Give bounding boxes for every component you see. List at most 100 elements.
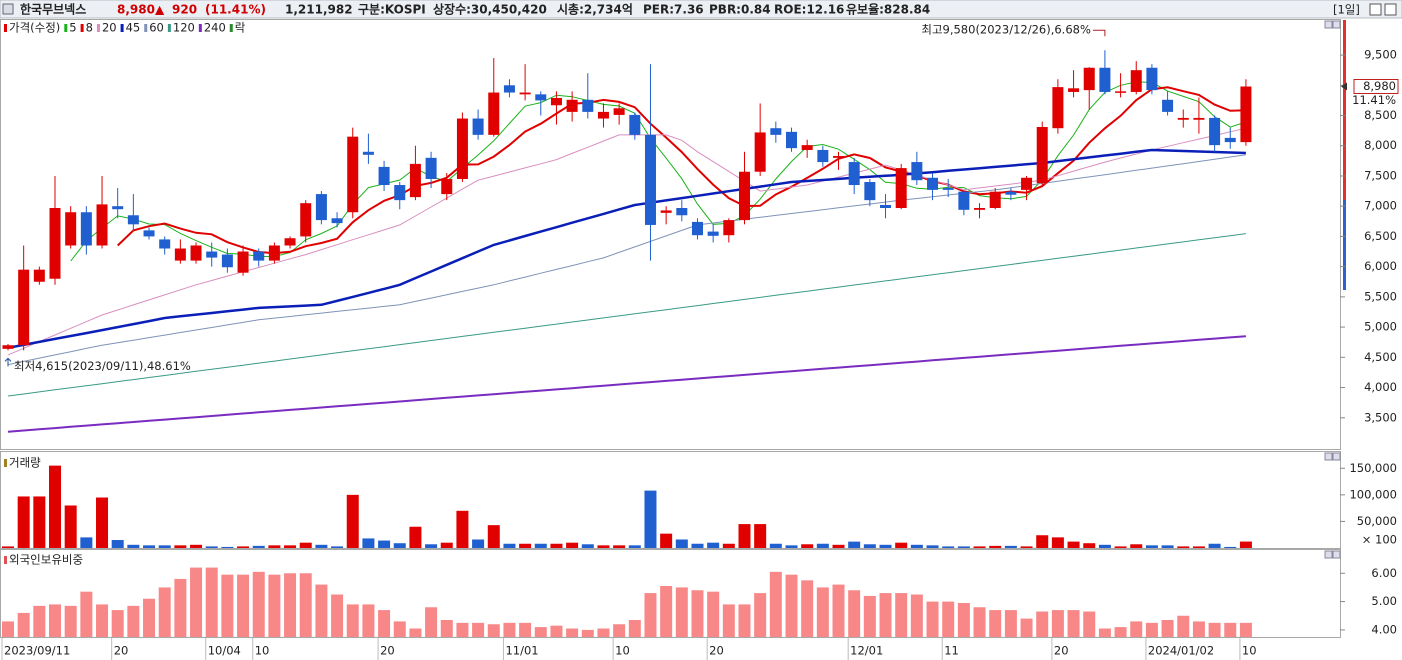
bar [503, 622, 516, 637]
bar [863, 544, 876, 548]
bar [1161, 545, 1174, 548]
bar [519, 622, 532, 637]
bar [174, 545, 187, 548]
x-tick-label: 2024/01/02 [1148, 644, 1214, 658]
bar [926, 601, 939, 637]
unit-label: × 100 [1362, 533, 1397, 547]
x-tick-label: 20 [709, 644, 724, 658]
candle-body [801, 145, 813, 150]
bar [158, 545, 171, 548]
bar [268, 545, 281, 548]
header-bar [0, 0, 1402, 19]
bar [2, 621, 14, 637]
change-pct: (11.41%) [205, 3, 266, 17]
bar [1208, 622, 1221, 637]
bar [707, 591, 720, 637]
panel-icon[interactable] [1324, 20, 1333, 29]
bar [252, 571, 265, 637]
x-tick-label: 12/01 [850, 644, 883, 658]
bar [691, 543, 704, 548]
bar [722, 543, 735, 548]
bar [550, 625, 563, 637]
bar [268, 574, 281, 637]
bar [33, 605, 46, 637]
candle-body [143, 230, 155, 237]
candle-body [833, 156, 845, 158]
roe: ROE:12.16 [774, 3, 844, 17]
bar [1114, 546, 1127, 548]
bar [346, 604, 359, 637]
x-tick-label: 10 [1242, 644, 1257, 658]
bar [785, 545, 798, 548]
bar [1161, 620, 1174, 637]
panel-icon[interactable] [1324, 550, 1333, 559]
window-button[interactable] [1369, 3, 1382, 16]
candle-body [1130, 70, 1142, 92]
bar [1083, 543, 1096, 548]
candle-body [331, 218, 343, 224]
period[interactable]: [1일] [1333, 3, 1360, 17]
candle-body [629, 114, 641, 135]
bar [675, 587, 688, 637]
candle-body [989, 191, 1001, 209]
candle-body [597, 111, 609, 119]
candle-body [65, 212, 77, 246]
bar [80, 537, 93, 548]
strength-bar-down [1343, 200, 1346, 290]
bar [96, 497, 109, 548]
pbr: PBR:0.84 [709, 3, 771, 17]
panel-icon[interactable] [1332, 550, 1341, 559]
bar [1192, 546, 1205, 548]
candle-body [206, 251, 218, 258]
bar [769, 543, 782, 548]
bar [1239, 622, 1252, 637]
candle-body [1193, 117, 1205, 120]
bar [237, 546, 250, 548]
candle-body [1005, 191, 1017, 195]
bar [362, 604, 375, 637]
candle-body [1083, 67, 1095, 91]
legend-label: 45 [126, 21, 141, 35]
legend-label: 120 [173, 21, 195, 35]
candle-body [550, 97, 562, 106]
candle-body [190, 245, 202, 261]
bar [613, 545, 626, 548]
y-tick-label: 50,000 [1357, 514, 1397, 528]
y-tick-label: 7,500 [1364, 168, 1397, 182]
menu-icon[interactable] [2, 3, 14, 15]
legend-label: 20 [102, 21, 117, 35]
ma-line [7, 127, 1247, 356]
candle-body [472, 118, 484, 135]
candle-body [770, 128, 782, 135]
bar [1004, 545, 1017, 548]
candle-body [300, 203, 312, 237]
panel-icon[interactable] [1332, 20, 1341, 29]
candle-body [974, 208, 986, 210]
legend-label: 락 [235, 21, 246, 35]
close-button[interactable] [1384, 3, 1397, 16]
legend-marker [96, 24, 100, 32]
bar [1083, 611, 1096, 637]
bar [17, 612, 30, 637]
last-price-pointer [1341, 82, 1347, 91]
bar [284, 545, 297, 548]
bar [738, 524, 751, 548]
candle-body [817, 149, 829, 163]
x-tick-label: 11 [944, 644, 959, 658]
y-tick-label: 5,500 [1364, 289, 1397, 303]
bar [1130, 621, 1143, 637]
candle-body [911, 162, 923, 181]
bar [1020, 618, 1033, 637]
candle-body [848, 162, 860, 186]
y-tick-label: 4,000 [1364, 380, 1397, 394]
candle-body [519, 92, 531, 95]
bar [174, 578, 187, 637]
y-tick-label: 9,500 [1364, 48, 1397, 62]
candle-body [1099, 67, 1111, 92]
candle-body [1162, 99, 1174, 112]
panel-icon[interactable] [1324, 452, 1333, 461]
candle-body [1240, 86, 1252, 143]
panel-icon[interactable] [1332, 452, 1341, 461]
bar [848, 541, 861, 548]
candle-body [378, 166, 390, 186]
